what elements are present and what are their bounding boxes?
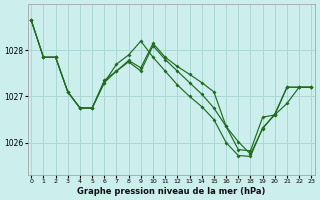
X-axis label: Graphe pression niveau de la mer (hPa): Graphe pression niveau de la mer (hPa): [77, 187, 266, 196]
